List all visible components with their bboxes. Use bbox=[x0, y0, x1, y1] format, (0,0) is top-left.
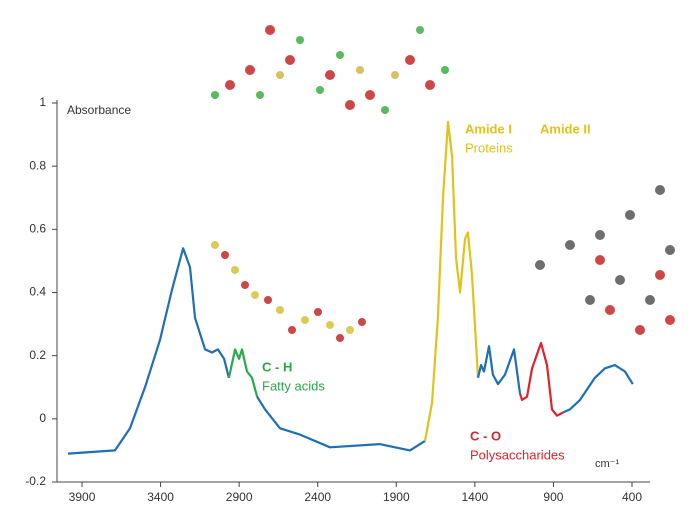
molecule-illustration bbox=[211, 25, 675, 342]
x-tick-label: 2900 bbox=[226, 490, 253, 504]
annotation: C - H bbox=[262, 359, 292, 374]
annotation: Proteins bbox=[465, 140, 513, 155]
y-tick-label: 0.2 bbox=[29, 348, 46, 362]
x-tick-label: 400 bbox=[622, 490, 642, 504]
spectrum-line bbox=[476, 345, 522, 394]
x-tick-label: 1900 bbox=[383, 490, 410, 504]
spectrum-line bbox=[256, 396, 426, 452]
x-tick-label: 1400 bbox=[462, 490, 489, 504]
spectrum-line bbox=[562, 364, 634, 414]
x-tick-label: 900 bbox=[543, 490, 563, 504]
x-tick-label: 2400 bbox=[304, 490, 331, 504]
y-axis-title: Absorbance bbox=[67, 103, 131, 117]
annotation: Amide II bbox=[540, 121, 591, 136]
y-tick-label: 0 bbox=[39, 411, 46, 425]
x-tick-label: 3400 bbox=[147, 490, 174, 504]
annotation: Polysaccharides bbox=[470, 447, 565, 462]
x-axis-title: cm⁻¹ bbox=[595, 458, 619, 470]
x-tick-label: 3900 bbox=[69, 490, 96, 504]
spectrum-line bbox=[423, 120, 480, 442]
spectrum-line bbox=[67, 247, 230, 455]
y-tick-label: -0.2 bbox=[25, 474, 46, 488]
y-tick-label: 0.8 bbox=[29, 158, 46, 172]
annotation: Amide I bbox=[465, 121, 512, 136]
y-tick-label: 0.4 bbox=[29, 285, 46, 299]
annotation: Fatty acids bbox=[262, 378, 325, 393]
annotation: C - O bbox=[470, 428, 501, 443]
spectrum-line bbox=[227, 348, 259, 397]
spectrum-line bbox=[518, 341, 564, 417]
y-tick-label: 0.6 bbox=[29, 222, 46, 236]
y-tick-label: 1 bbox=[39, 95, 46, 109]
